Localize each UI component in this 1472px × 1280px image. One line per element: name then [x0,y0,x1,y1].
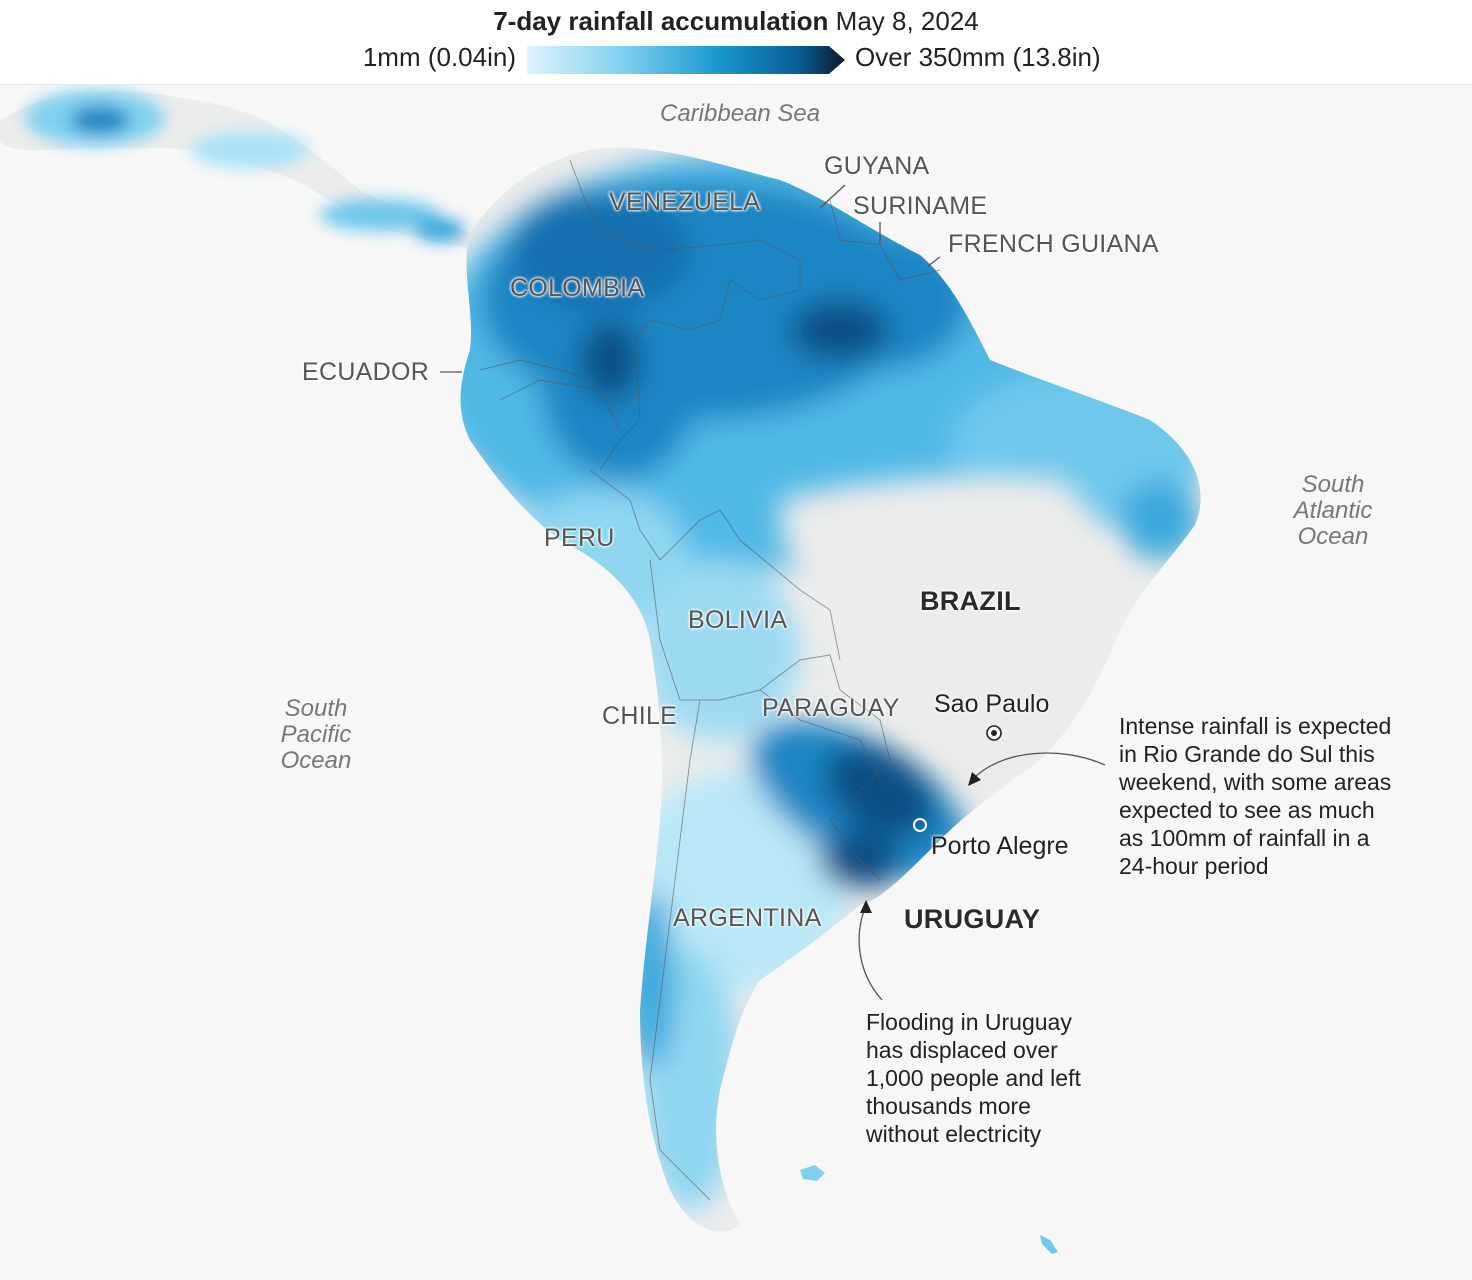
annotation-uruguay: Flooding in Uruguay has displaced over 1… [866,1009,1081,1147]
label-guyana: GUYANA [824,152,930,180]
label-paraguay: PARAGUAY [762,694,900,722]
label-peru: PERU [544,524,615,552]
label-suriname: SURINAME [853,192,988,220]
title-date: May 8, 2024 [835,6,979,36]
label-sao-paulo: Sao Paulo [934,690,1050,718]
label-caribbean-sea: Caribbean Sea [660,100,821,127]
legend-min-label: 1mm (0.04in) [362,42,516,72]
arrow-uruguay [860,900,872,913]
annotation-rio-grande: Intense rainfall is expected in Rio Gran… [1119,713,1392,879]
label-chile: CHILE [602,702,678,730]
title-bold: 7-day rainfall accumulation [493,6,829,36]
island-rain-2 [1040,1235,1058,1254]
island-rain [800,1165,825,1181]
sao-paulo-marker [986,725,1002,741]
map-header: 7-day rainfall accumulation May 8, 2024 … [0,0,1472,85]
label-colombia: COLOMBIA [510,274,645,302]
label-porto-alegre: Porto Alegre [931,832,1069,860]
map-title: 7-day rainfall accumulation May 8, 2024 [0,6,1472,37]
label-french-guiana: FRENCH GUIANA [948,230,1159,258]
label-south-pacific: South Pacific Ocean [280,695,352,774]
label-bolivia: BOLIVIA [688,606,788,634]
label-brazil: BRAZIL [920,586,1021,616]
country-borders [479,159,941,1201]
label-argentina: ARGENTINA [673,904,822,932]
leader-lines [440,184,1106,1001]
legend-max-label: Over 350mm (13.8in) [855,42,1101,72]
central-america-rain [25,90,465,242]
label-uruguay: URUGUAY [904,904,1041,934]
legend-color-scale [527,46,845,74]
label-ecuador: ECUADOR [302,358,430,386]
label-south-atlantic: South Atlantic Ocean [1293,471,1373,550]
porto-alegre-marker [913,818,927,832]
label-venezuela: VENEZUELA [609,188,761,216]
arrow-rio-grande [968,772,981,786]
